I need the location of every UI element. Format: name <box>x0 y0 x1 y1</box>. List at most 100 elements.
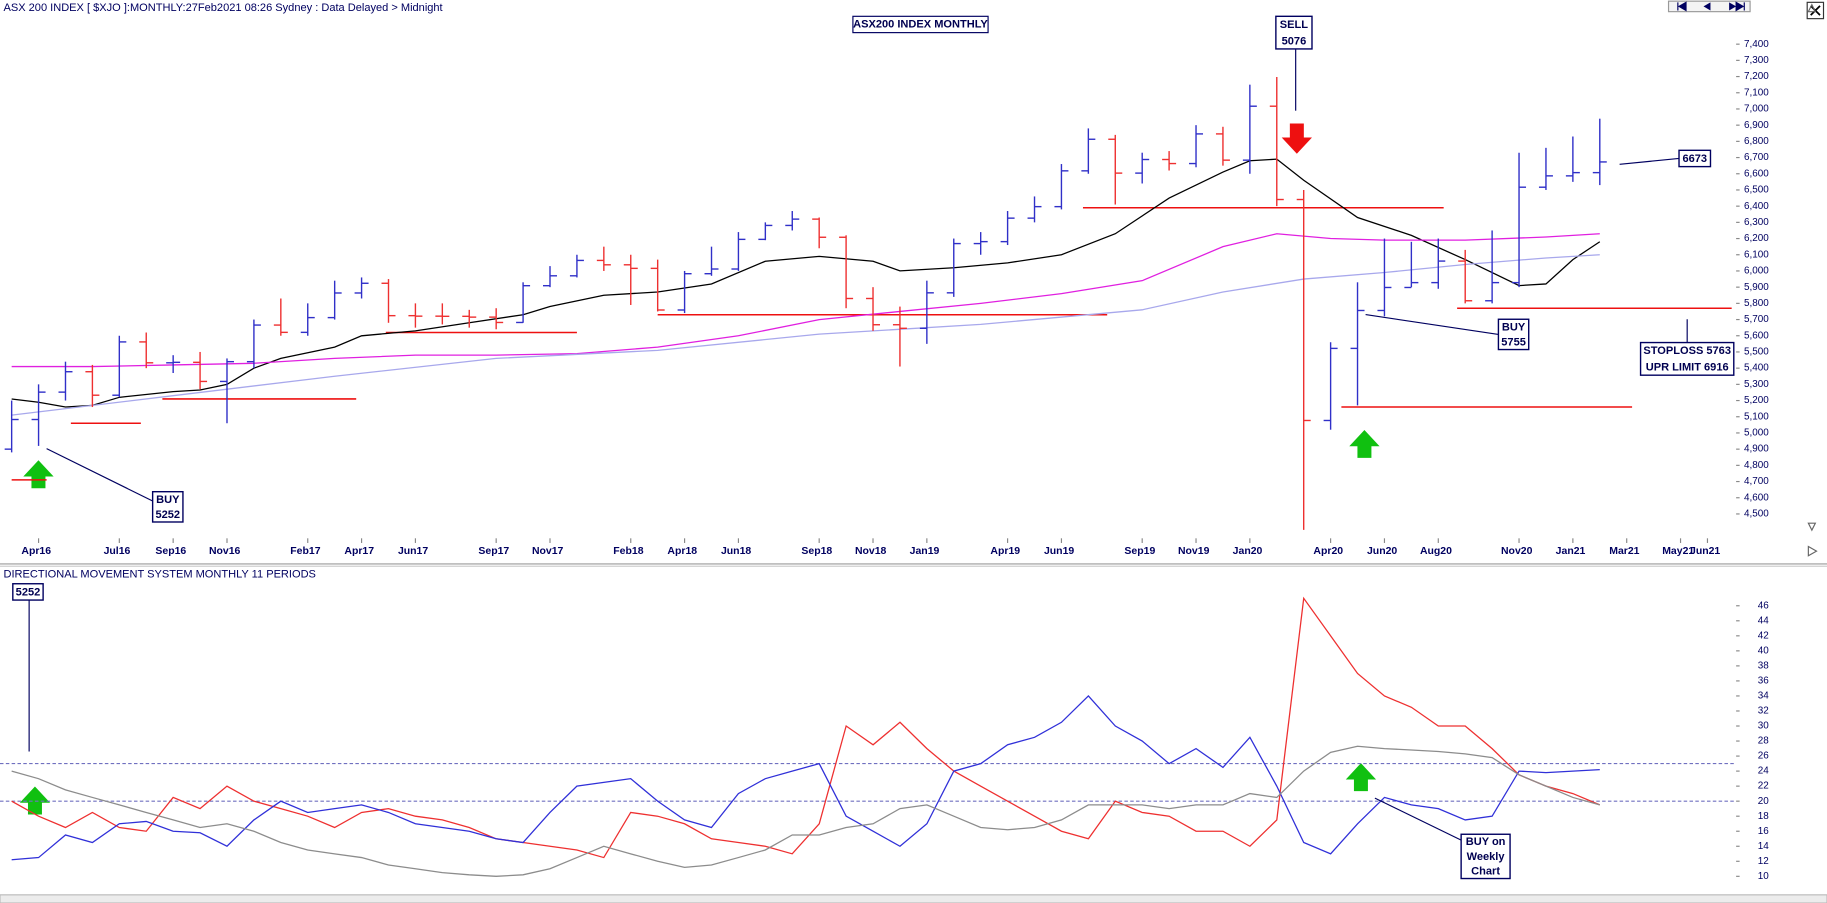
moving-average <box>11 254 1600 416</box>
y-tick-label: 6,200 <box>1744 233 1769 244</box>
moving-average <box>11 233 1600 368</box>
y-tick-label: 46 <box>1758 600 1770 611</box>
annotation-text: 5252 <box>155 509 180 521</box>
y-tick-label: 24 <box>1758 766 1770 777</box>
chart-title: DIRECTIONAL MOVEMENT SYSTEM MONTHLY 11 P… <box>3 568 315 580</box>
annotation-text: BUY <box>1502 321 1526 333</box>
nav-prev[interactable] <box>1703 2 1711 11</box>
y-tick-label: 6,100 <box>1744 249 1769 260</box>
nav-last[interactable] <box>1735 1 1745 12</box>
y-tick-label: 42 <box>1758 630 1769 641</box>
y-tick-label: 40 <box>1758 645 1770 656</box>
annotation-text: BUY on <box>1466 836 1506 848</box>
annotation-text: 5252 <box>16 586 41 598</box>
x-tick-label: Nov18 <box>855 546 887 557</box>
y-tick-label: 5,600 <box>1744 330 1769 341</box>
y-tick-label: 5,700 <box>1744 314 1769 325</box>
annotation-text: SELL <box>1280 19 1308 31</box>
x-tick-label: Jan20 <box>1233 546 1263 557</box>
nav-first[interactable] <box>1677 1 1687 12</box>
moving-average <box>11 158 1601 408</box>
y-tick-label: 4,800 <box>1744 460 1769 471</box>
x-tick-label: Feb18 <box>613 546 643 557</box>
x-tick-label: Apr16 <box>21 546 51 557</box>
y-tick-label: 7,200 <box>1744 71 1769 82</box>
x-tick-label: Jan19 <box>910 546 940 557</box>
scroll-down[interactable] <box>1807 522 1817 532</box>
chart-header: ASX 200 INDEX [ $XJO ]:MONTHLY:27Feb2021… <box>3 2 442 14</box>
annotation-text: 5076 <box>1282 35 1307 47</box>
y-tick-label: 32 <box>1758 706 1769 717</box>
y-tick-label: 7,300 <box>1744 55 1769 66</box>
annotation-box <box>1275 15 1313 50</box>
x-tick-label: Jun18 <box>721 546 751 557</box>
y-tick-label: 44 <box>1758 615 1770 626</box>
y-tick-label: 6,000 <box>1744 266 1769 277</box>
y-tick-label: 6,600 <box>1744 168 1769 179</box>
x-tick-label: Jul16 <box>104 546 131 557</box>
buy-arrow <box>1349 429 1380 458</box>
callout-line <box>1619 157 1680 165</box>
y-tick-label: 7,400 <box>1744 39 1769 50</box>
annotation-box <box>12 583 44 601</box>
y-tick-label: 12 <box>1758 856 1769 867</box>
y-tick-label: 36 <box>1758 676 1770 687</box>
x-tick-label: Aug20 <box>1420 546 1452 557</box>
buy-arrow <box>19 786 51 815</box>
y-tick-label: 18 <box>1758 811 1770 822</box>
y-tick-label: 7,000 <box>1744 104 1769 115</box>
scroll-right[interactable] <box>1807 545 1818 557</box>
y-tick-label: 5,500 <box>1744 347 1769 358</box>
x-tick-label: Apr20 <box>1313 546 1343 557</box>
x-tick-label: Jun19 <box>1044 546 1074 557</box>
y-tick-label: 5,400 <box>1744 363 1769 374</box>
annotation-box <box>1497 318 1530 351</box>
y-tick-label: 34 <box>1758 691 1770 702</box>
y-tick-label: 20 <box>1758 796 1770 807</box>
x-tick-label: May21 <box>1662 546 1694 557</box>
x-tick-label: Feb17 <box>290 546 320 557</box>
x-tick-label: Sep19 <box>1124 546 1155 557</box>
scroll-up[interactable] <box>1807 3 1817 13</box>
chart-title: ASX200 INDEX MONTHLY <box>853 18 988 30</box>
x-tick-label: Nov19 <box>1178 546 1210 557</box>
x-tick-label: Jun20 <box>1367 546 1397 557</box>
x-tick-label: Jun21 <box>1690 546 1720 557</box>
x-tick-label: Nov20 <box>1501 546 1533 557</box>
sell-arrow <box>1281 123 1312 154</box>
y-tick-label: 5,900 <box>1744 282 1769 293</box>
x-tick-label: Apr18 <box>667 546 697 557</box>
y-tick-label: 5,200 <box>1744 395 1769 406</box>
y-tick-label: 7,100 <box>1744 87 1769 98</box>
x-tick-label: Sep16 <box>155 546 186 557</box>
buy-arrow <box>23 460 54 489</box>
x-tick-label: Sep17 <box>478 546 509 557</box>
y-tick-label: 6,300 <box>1744 217 1769 228</box>
y-tick-label: 22 <box>1758 781 1769 792</box>
annotation-text: Chart <box>1471 866 1500 878</box>
x-tick-label: Jan21 <box>1556 546 1586 557</box>
callout-line <box>1365 314 1499 335</box>
annotation-text: BUY <box>156 494 180 506</box>
callout-line <box>1374 797 1464 842</box>
x-tick-label: Nov17 <box>532 546 564 557</box>
x-tick-label: Nov16 <box>209 546 241 557</box>
y-tick-label: 5,000 <box>1744 428 1769 439</box>
annotation-text: UPR LIMIT 6916 <box>1646 362 1729 374</box>
annotation-text: 5755 <box>1501 336 1526 348</box>
y-tick-label: 28 <box>1758 736 1770 747</box>
y-tick-label: 38 <box>1758 660 1770 671</box>
title-box <box>852 15 989 34</box>
nav-next[interactable] <box>1729 2 1737 11</box>
y-tick-label: 6,500 <box>1744 185 1769 196</box>
x-tick-label: Sep18 <box>801 546 832 557</box>
y-tick-label: 6,700 <box>1744 152 1769 163</box>
y-tick-label: 5,300 <box>1744 379 1769 390</box>
y-tick-label: 5,100 <box>1744 411 1769 422</box>
annotation-box <box>1678 149 1712 168</box>
y-tick-label: 4,500 <box>1744 509 1769 520</box>
annotation-text: 6673 <box>1682 153 1707 165</box>
y-tick-label: 4,600 <box>1744 492 1769 503</box>
status-strip <box>0 894 1827 903</box>
